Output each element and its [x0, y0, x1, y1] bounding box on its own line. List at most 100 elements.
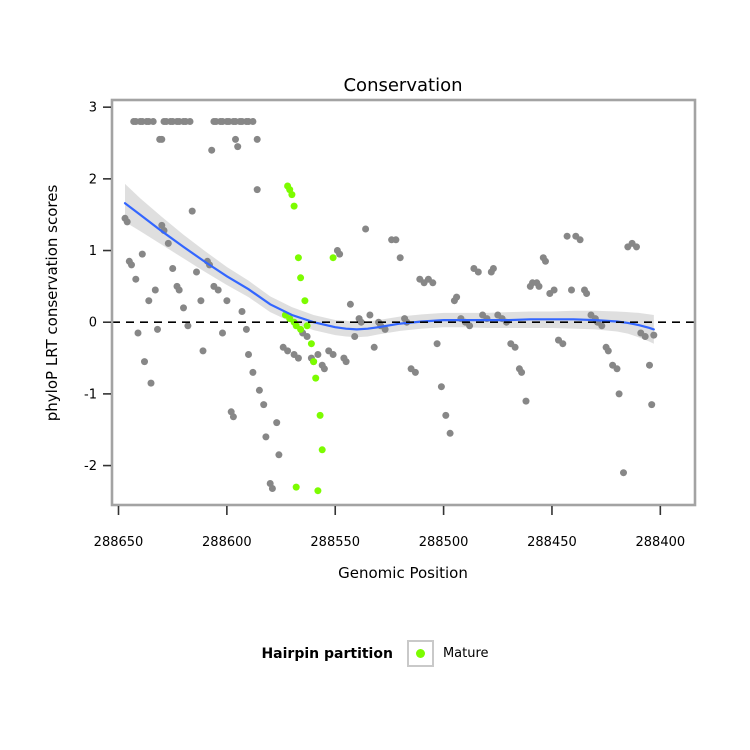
data-point-other: [542, 257, 549, 265]
data-point-other: [294, 354, 302, 362]
data-point-mature: [301, 297, 309, 305]
data-point-other: [615, 390, 623, 398]
data-point-other: [132, 275, 140, 283]
data-point-mature: [307, 340, 315, 348]
data-point-other: [437, 383, 445, 391]
data-point-other: [646, 361, 653, 369]
data-point-other: [260, 401, 268, 409]
data-point-other: [433, 340, 441, 348]
data-point-other: [598, 322, 606, 330]
x-tick-label: 288400: [636, 535, 686, 550]
data-point-other: [314, 351, 322, 358]
x-tick-label: 288600: [202, 535, 252, 550]
data-point-other: [604, 347, 612, 355]
chart-title: Conservation: [343, 75, 462, 96]
data-point-other: [303, 333, 311, 340]
data-point-other: [138, 250, 146, 258]
data-point-other: [219, 329, 226, 337]
data-point-mature: [303, 322, 311, 330]
data-point-other: [253, 135, 261, 143]
y-axis-title: phyloP LRT conservation scores: [43, 185, 61, 422]
data-point-other: [184, 322, 192, 330]
data-point-other: [275, 451, 283, 459]
data-point-other: [396, 254, 404, 262]
data-point-other: [154, 325, 161, 333]
data-point-mature: [290, 202, 298, 210]
data-point-other: [650, 331, 658, 339]
data-point-other: [522, 397, 530, 405]
data-point-other: [563, 232, 571, 240]
data-point-other: [446, 429, 454, 437]
data-point-other: [466, 322, 474, 330]
data-point-other: [214, 286, 222, 294]
data-point-mature: [294, 254, 302, 262]
data-point-other: [648, 401, 656, 409]
data-point-other: [208, 146, 216, 154]
data-point-other: [559, 340, 567, 348]
data-point-other: [134, 329, 142, 337]
data-point-other: [268, 485, 276, 492]
data-point-other: [576, 236, 584, 244]
data-point-other: [320, 365, 328, 373]
data-point-other: [453, 293, 461, 301]
data-point-mature: [316, 411, 324, 419]
data-point-mature: [297, 274, 305, 282]
data-point-other: [329, 351, 337, 358]
plot-geometry: [121, 118, 658, 495]
data-point-mature: [314, 487, 322, 495]
data-point-other: [255, 386, 263, 394]
data-point-other: [613, 365, 621, 373]
data-point-other: [392, 236, 400, 244]
data-point-other: [128, 261, 135, 269]
data-point-other: [370, 343, 378, 351]
y-tick-label: 3: [89, 101, 97, 116]
data-point-other: [199, 347, 207, 355]
y-tick-label: 0: [89, 316, 97, 331]
data-point-other: [169, 265, 177, 272]
data-point-other: [234, 143, 242, 151]
y-tick-label: -1: [84, 387, 97, 402]
legend-hairpin-partition: Hairpin partition Mature: [0, 640, 750, 667]
data-point-other: [229, 413, 237, 421]
data-point-other: [429, 279, 437, 287]
data-point-other: [442, 411, 450, 419]
x-tick-label: 288500: [419, 535, 469, 550]
data-point-other: [357, 318, 365, 326]
data-point-other: [518, 368, 526, 376]
data-point-other: [568, 286, 575, 294]
x-tick-label: 288550: [310, 535, 360, 550]
data-point-other: [381, 325, 389, 333]
data-point-other: [362, 225, 370, 233]
mature-point-icon: [415, 649, 425, 658]
plot-panel: 288650 288600 288550 288500 288450 288400 3 2 1 0…: [84, 98, 697, 550]
data-point-mature: [288, 191, 296, 199]
y-tick-label: 1: [89, 244, 97, 259]
data-point-other: [141, 358, 148, 366]
data-point-other: [186, 118, 194, 125]
data-point-other: [351, 333, 359, 340]
data-point-other: [193, 268, 200, 276]
data-point-mature: [292, 483, 300, 491]
x-axis-title: Genomic Position: [338, 564, 468, 582]
data-point-other: [145, 297, 153, 305]
data-point-other: [511, 343, 519, 351]
data-point-other: [342, 358, 350, 366]
data-point-other: [474, 268, 482, 276]
data-point-other: [249, 368, 257, 376]
data-point-mature: [318, 446, 326, 454]
data-point-other: [284, 347, 292, 355]
data-point-other: [249, 118, 257, 125]
data-point-other: [223, 297, 231, 305]
data-point-other: [242, 325, 250, 333]
data-point-other: [147, 379, 155, 387]
data-point-other: [232, 135, 239, 143]
data-point-other: [175, 286, 183, 294]
data-point-other: [366, 311, 374, 319]
data-point-mature: [297, 325, 305, 333]
data-point-other: [620, 469, 627, 477]
data-point-other: [151, 286, 159, 294]
data-point-mature: [312, 374, 320, 382]
data-point-other: [158, 135, 166, 143]
data-point-other: [489, 265, 497, 272]
